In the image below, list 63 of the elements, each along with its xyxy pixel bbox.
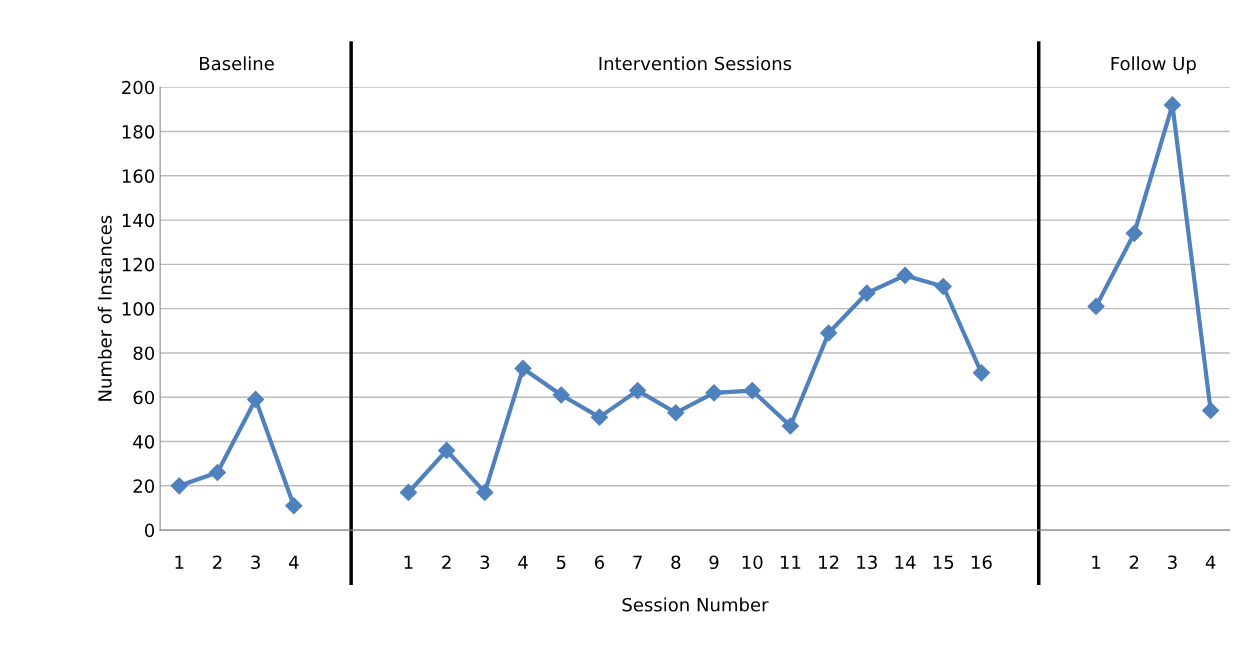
point xyxy=(896,266,914,284)
x-tick-label: 4 xyxy=(288,555,299,569)
point xyxy=(208,463,226,482)
y-tick-label: 100 xyxy=(122,302,155,316)
point xyxy=(476,483,494,501)
x-tick-label: 14 xyxy=(895,555,916,569)
text: Intervention Sessions xyxy=(599,56,792,71)
x-tick-label: 9 xyxy=(709,555,719,570)
x-tick-label: 4 xyxy=(1205,555,1216,569)
y-tick-label: 40 xyxy=(133,434,155,449)
point xyxy=(247,390,265,408)
point xyxy=(438,441,456,459)
x-tick-label: 16 xyxy=(971,555,992,570)
y-tick-label: 20 xyxy=(133,479,155,493)
x-tick-label: 3 xyxy=(1168,555,1177,570)
x-tick-label: 6 xyxy=(594,555,605,570)
x-tick-label: 2 xyxy=(442,555,451,569)
point xyxy=(399,483,417,501)
point xyxy=(629,382,647,400)
x-tick-label: 3 xyxy=(251,555,260,570)
x-tick-label: 2 xyxy=(1129,555,1139,569)
x-tick-label: 3 xyxy=(480,555,490,570)
point xyxy=(781,417,799,435)
point xyxy=(743,382,761,400)
point xyxy=(1202,401,1220,420)
point xyxy=(820,324,838,342)
point xyxy=(972,364,990,382)
x-tick-label: 5 xyxy=(556,555,566,570)
y-tick-label: 200 xyxy=(122,80,155,95)
point xyxy=(667,404,685,422)
x-tick-label: 4 xyxy=(518,555,528,569)
x-tick-label: 11 xyxy=(780,555,801,569)
x-tick-label: 2 xyxy=(213,555,222,569)
point xyxy=(705,384,723,402)
y-tick-label: 80 xyxy=(133,346,155,361)
x-tick-label: 1 xyxy=(1092,555,1101,569)
y-axis-title: Number of Instances xyxy=(97,215,112,401)
y-tick-label: 160 xyxy=(122,169,155,183)
point xyxy=(858,284,876,302)
point xyxy=(1087,297,1105,315)
x-tick-label: 1 xyxy=(404,555,413,569)
point xyxy=(285,497,303,515)
text: Follow Up xyxy=(1111,56,1196,74)
y-tick-label: 180 xyxy=(122,124,155,139)
point xyxy=(514,359,532,377)
point xyxy=(552,386,570,404)
y-tick-label: 120 xyxy=(122,257,155,272)
point xyxy=(1125,224,1143,242)
text: Baseline xyxy=(200,56,274,71)
point xyxy=(170,477,188,495)
x-tick-label: 10 xyxy=(742,555,763,570)
x-tick-label: 12 xyxy=(819,555,839,569)
x-tick-label: 15 xyxy=(933,555,954,570)
x-tick-label: 8 xyxy=(671,555,681,570)
y-tick-label: 0 xyxy=(144,523,155,538)
point xyxy=(934,277,952,296)
x-tick-label: 1 xyxy=(175,555,184,569)
x-axis-title: Session Number xyxy=(622,597,769,612)
x-tick-label: 13 xyxy=(857,555,877,570)
x-tick-label: 7 xyxy=(633,555,642,569)
y-tick-label: 140 xyxy=(122,213,155,228)
point xyxy=(590,408,608,426)
y-tick-label: 60 xyxy=(133,390,155,405)
